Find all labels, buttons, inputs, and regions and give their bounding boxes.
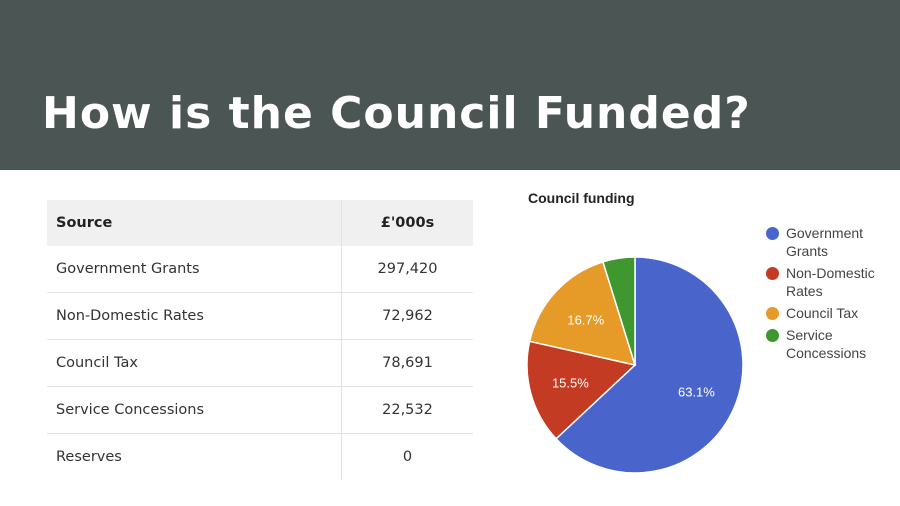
legend-swatch	[766, 227, 779, 240]
table-row: Government Grants 297,420	[47, 246, 473, 293]
cell-value: 78,691	[341, 339, 473, 387]
cell-value: 22,532	[341, 386, 473, 434]
cell-value: 297,420	[341, 246, 473, 293]
pie-slice	[526, 340, 637, 440]
cell-value: 72,962	[341, 292, 473, 340]
legend-item: Council Tax	[766, 304, 886, 322]
table-row: Service Concessions 22,532	[47, 386, 473, 434]
page-title: How is the Council Funded?	[42, 88, 751, 139]
slice-label: 15.5%	[552, 376, 589, 391]
cell-source: Council Tax	[47, 339, 342, 387]
legend-swatch	[766, 307, 779, 320]
slice-label: 63.1%	[678, 385, 715, 400]
table-row: Council Tax 78,691	[47, 339, 473, 387]
legend-swatch	[766, 267, 779, 280]
cell-source: Non-Domestic Rates	[47, 292, 342, 340]
chart-title: Council funding	[528, 190, 635, 206]
cell-source: Government Grants	[47, 246, 342, 293]
slice-label: 16.7%	[567, 313, 604, 328]
column-header-source: Source	[47, 200, 342, 246]
pie-chart: 63.1% 15.5% 16.7%	[526, 256, 744, 474]
legend-label: Government Grants	[786, 225, 864, 259]
funding-table: Source £'000s Government Grants 297,420 …	[47, 200, 473, 480]
cell-value: 0	[341, 433, 473, 480]
cell-source: Service Concessions	[47, 386, 342, 434]
legend-label: Service Concessions	[786, 327, 867, 361]
pie-slice	[528, 260, 637, 367]
header-banner: How is the Council Funded?	[0, 0, 900, 170]
legend-label: Non-Domestic Rates	[786, 265, 875, 299]
legend-item: Non-Domestic Rates	[766, 264, 886, 300]
table-row: Reserves 0	[47, 433, 473, 480]
pie-slice	[602, 256, 636, 366]
cell-source: Reserves	[56, 449, 122, 465]
table-row: Non-Domestic Rates 72,962	[47, 292, 473, 340]
legend-label: Council Tax	[786, 305, 859, 321]
legend-item: Service Concessions	[766, 326, 886, 362]
legend-item: Government Grants	[766, 224, 886, 260]
legend-swatch	[766, 329, 779, 342]
chart-legend: Government Grants Non-Domestic Rates Cou…	[766, 224, 886, 366]
pie-slice	[555, 256, 744, 474]
column-header-value: £'000s	[341, 200, 473, 246]
table-header-row: Source £'000s	[47, 200, 473, 246]
